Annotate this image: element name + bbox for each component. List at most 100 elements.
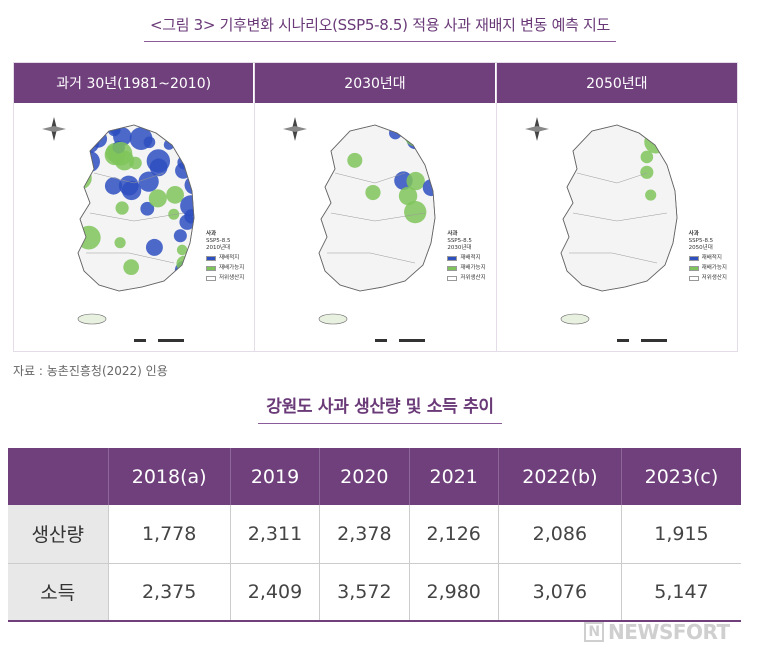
- suitability-patch: [178, 264, 194, 288]
- table-cell: 2,086: [497, 505, 622, 564]
- map-panel-2050: 2050년대 사과 SSP5-8.5 2050년대 재배적지 재배가능지 저위생…: [496, 63, 737, 353]
- swatch-low: [688, 276, 699, 281]
- map-body-2030: 사과 SSP5-8.5 2030년대 재배적지 재배가능지 저위생산지: [255, 103, 495, 353]
- suitability-patch: [407, 132, 424, 150]
- suitability-patch: [168, 208, 180, 220]
- suitability-patch: [166, 185, 184, 204]
- suitability-patch: [78, 166, 92, 190]
- newsfort-watermark: N NEWSFORT: [584, 620, 730, 644]
- korea-map-2050: [524, 117, 678, 342]
- suitability-patch: [644, 189, 656, 201]
- scale-bar: [616, 339, 667, 342]
- legend-title: 사과: [447, 231, 458, 237]
- suitability-patch: [148, 189, 167, 208]
- figure-title-wrap: <그림 3> 기후변화 시나리오(SSP5-8.5) 적용 사과 재배지 변동 …: [0, 14, 760, 42]
- header-cell-2019: 2019: [229, 448, 320, 505]
- row-label-production: 생산량: [8, 505, 108, 564]
- jeju-island: [77, 313, 107, 325]
- suitability-patch: [183, 125, 194, 135]
- suitability-patch: [78, 225, 101, 250]
- peninsula-outline: [560, 124, 678, 292]
- watermark-text: NEWSFORT: [608, 620, 730, 644]
- suitability-patch: [425, 137, 436, 154]
- table-cell: 2,375: [107, 563, 231, 622]
- table-cell: 3,572: [319, 563, 410, 622]
- suitability-patch: [78, 150, 100, 173]
- scale-bar: [134, 339, 184, 342]
- map-panel-past: 과거 30년(1981~2010) 사과 SSP5-8.5 2010년대 재배적…: [14, 63, 256, 353]
- suitability-patch: [121, 180, 142, 201]
- legend-label-possible: 재배가능지: [460, 265, 486, 271]
- compass-icon: [524, 117, 549, 141]
- suitability-patch: [145, 238, 163, 256]
- swatch-possible: [688, 266, 699, 271]
- jeju-island: [319, 313, 348, 325]
- map-header-2050: 2050년대: [496, 63, 737, 103]
- suitability-patch: [640, 150, 653, 164]
- suitability-patch: [423, 179, 436, 197]
- header-cell-2020: 2020: [319, 448, 410, 505]
- table-cell: 5,147: [620, 563, 741, 622]
- suitability-patch: [149, 158, 168, 177]
- suitability-patch: [104, 177, 123, 195]
- suitability-patch: [184, 175, 194, 195]
- suitability-patch: [643, 130, 668, 154]
- map-header-2030: 2030년대: [255, 63, 496, 103]
- jeju-island: [560, 313, 589, 325]
- legend-row-suitable: 재배적지: [688, 255, 727, 262]
- row-label-income: 소득: [8, 563, 108, 622]
- table-cell: 2,311: [229, 505, 320, 564]
- legend-row-suitable: 재배적지: [447, 255, 485, 262]
- suitability-patch: [181, 132, 194, 152]
- suitability-patch: [173, 229, 187, 243]
- map-legend-2030: 사과 SSP5-8.5 2030년대 재배적지 재배가능지 저위생산지: [447, 231, 486, 282]
- map-body-past: 사과 SSP5-8.5 2010년대 재배적지 재배가능지 저위생산지: [14, 103, 254, 353]
- legend-period: 2030년대: [447, 245, 472, 251]
- swatch-possible: [206, 266, 216, 271]
- table-cell: 2,409: [229, 563, 320, 622]
- swatch-suitable: [447, 256, 458, 261]
- swatch-low: [206, 276, 216, 281]
- legend-scenario: SSP5-8.5: [206, 238, 231, 244]
- suitability-patch: [115, 201, 129, 215]
- suitability-patch: [129, 156, 142, 170]
- korea-map-2030: [283, 117, 436, 342]
- header-cell-2023: 2023(c): [620, 448, 741, 505]
- map-panel-2030: 2030년대 사과 SSP5-8.5 2030년대 재배적지 재배가능지 저위생…: [255, 63, 497, 353]
- suitability-patch: [123, 259, 140, 276]
- suitability-patch: [114, 237, 126, 249]
- map-legend-past: 사과 SSP5-8.5 2010년대 재배적지 재배가능지 저위생산지: [206, 231, 244, 282]
- legend-row-low: 저위생산지: [688, 275, 727, 282]
- legend-scenario: SSP5-8.5: [688, 238, 714, 244]
- table-row: 소득 2,375 2,409 3,572 2,980 3,076 5,147: [8, 563, 741, 622]
- legend-label-suitable: 재배적지: [701, 255, 722, 261]
- table-cell: 2,126: [408, 505, 499, 564]
- province-borders: [568, 172, 667, 264]
- peninsula-border: [77, 124, 195, 292]
- legend-row-suitable: 재배적지: [206, 255, 244, 262]
- legend-row-possible: 재배가능지: [447, 265, 486, 272]
- suitability-patch: [78, 137, 91, 151]
- suitability-patch: [661, 145, 674, 158]
- suitability-patch: [140, 201, 155, 216]
- suitability-patch: [108, 141, 133, 166]
- table-cell: 2,980: [408, 563, 499, 622]
- suitability-patch: [176, 244, 188, 256]
- swatch-low: [447, 276, 458, 281]
- suitability-patch: [129, 127, 153, 150]
- peninsula-border: [318, 124, 436, 292]
- suitability-patch: [179, 214, 194, 230]
- scale-bar: [375, 339, 426, 342]
- legend-title: 사과: [206, 231, 217, 237]
- map-body-2050: 사과 SSP5-8.5 2050년대 재배적지 재배가능지 저위생산지: [497, 103, 737, 353]
- legend-row-possible: 재배가능지: [688, 265, 727, 272]
- swatch-possible: [447, 266, 458, 271]
- table-row: 생산량 1,778 2,311 2,378 2,126 2,086 1,915: [8, 505, 741, 564]
- scale-bar-segment: [628, 339, 641, 342]
- figure-title: <그림 3> 기후변화 시나리오(SSP5-8.5) 적용 사과 재배지 변동 …: [143, 14, 617, 42]
- swatch-suitable: [688, 256, 699, 261]
- legend-scenario: SSP5-8.5: [447, 238, 472, 244]
- compass-icon: [283, 117, 308, 141]
- legend-label-possible: 재배가능지: [219, 265, 245, 271]
- swatch-suitable: [206, 256, 216, 261]
